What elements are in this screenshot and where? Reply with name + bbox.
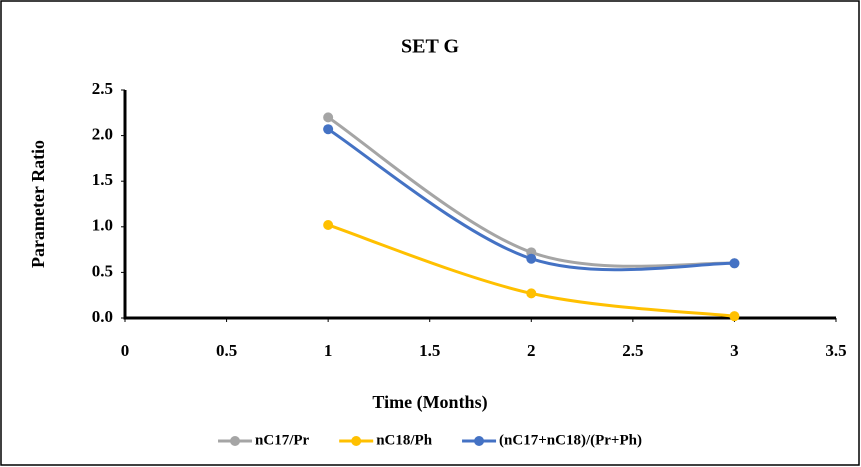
x-tick-label: 2: [527, 341, 536, 360]
data-point: [729, 258, 740, 269]
x-tick-label: 2.5: [622, 341, 643, 360]
legend-marker: [474, 436, 485, 446]
legend-label: (nC17+nC18)/(Pr+Ph): [499, 432, 642, 448]
y-tick-label: 0.0: [92, 307, 113, 326]
data-point: [323, 124, 334, 135]
x-tick-label: 0: [121, 341, 130, 360]
legend-label: nC17/Pr: [255, 432, 310, 448]
legend: nC17/Pr nC18/Ph (nC17+nC18)/(Pr+Ph): [218, 432, 642, 448]
chart-title: SET G: [401, 36, 459, 58]
y-axis-label: Parameter Ratio: [28, 140, 48, 268]
y-tick-label: 2.0: [92, 125, 113, 144]
data-point: [526, 288, 537, 299]
legend-label: nC18/Ph: [376, 432, 433, 448]
y-tick-label: 1.5: [92, 170, 113, 189]
x-axis-label: Time (Months): [372, 392, 487, 413]
x-tick-label: 3.5: [825, 341, 846, 360]
x-tick-label: 1.5: [419, 341, 440, 360]
data-point: [729, 311, 740, 322]
legend-marker: [351, 436, 362, 446]
data-point: [323, 219, 334, 230]
y-tick-label: 2.5: [92, 79, 113, 98]
y-tick-label: 0.5: [92, 261, 113, 280]
x-tick-label: 3: [730, 341, 739, 360]
x-tick-label: 0.5: [216, 341, 237, 360]
legend-marker: [230, 436, 241, 446]
data-point: [323, 112, 334, 123]
x-tick-label: 1: [324, 341, 333, 360]
y-tick-label: 1.0: [92, 216, 113, 235]
data-point: [526, 253, 537, 264]
